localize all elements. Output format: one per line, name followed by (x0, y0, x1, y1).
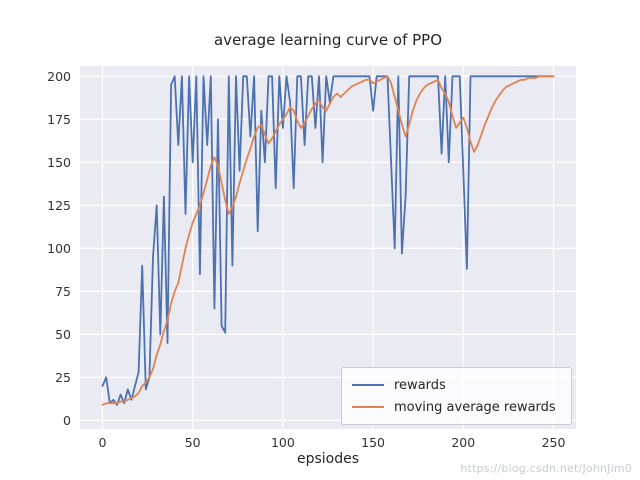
y-tick-label: 0 (63, 413, 71, 428)
chart-title: average learning curve of PPO (213, 31, 443, 49)
y-tick-label: 175 (47, 112, 71, 127)
legend-label-moving-average: moving average rewards (394, 399, 556, 415)
y-tick-label: 25 (55, 370, 71, 385)
x-tick-label: 200 (451, 435, 475, 450)
y-tick-label: 50 (55, 327, 71, 342)
legend-label-rewards: rewards (394, 377, 446, 393)
x-tick-label: 250 (542, 435, 566, 450)
legend: rewards moving average rewards (341, 367, 572, 425)
y-tick-label: 200 (47, 69, 71, 84)
x-tick-label: 0 (99, 435, 107, 450)
watermark: https://blog.csdn.net/JohnJim0 (460, 462, 632, 475)
legend-item-rewards: rewards (352, 374, 561, 396)
y-tick-label: 75 (55, 284, 71, 299)
rewards-line (101, 75, 555, 406)
moving-average-line-swatch (352, 406, 384, 408)
legend-item-moving-average: moving average rewards (352, 396, 561, 418)
x-tick-label: 150 (361, 435, 385, 450)
y-tick-label: 100 (47, 241, 71, 256)
y-tick-label: 125 (47, 198, 71, 213)
y-tick-label: 150 (47, 155, 71, 170)
x-tick-label: 50 (185, 435, 201, 450)
x-tick-label: 100 (271, 435, 295, 450)
moving-average-line (101, 75, 555, 406)
x-axis-label: epsiodes (296, 451, 360, 467)
rewards-line-swatch (352, 384, 384, 386)
